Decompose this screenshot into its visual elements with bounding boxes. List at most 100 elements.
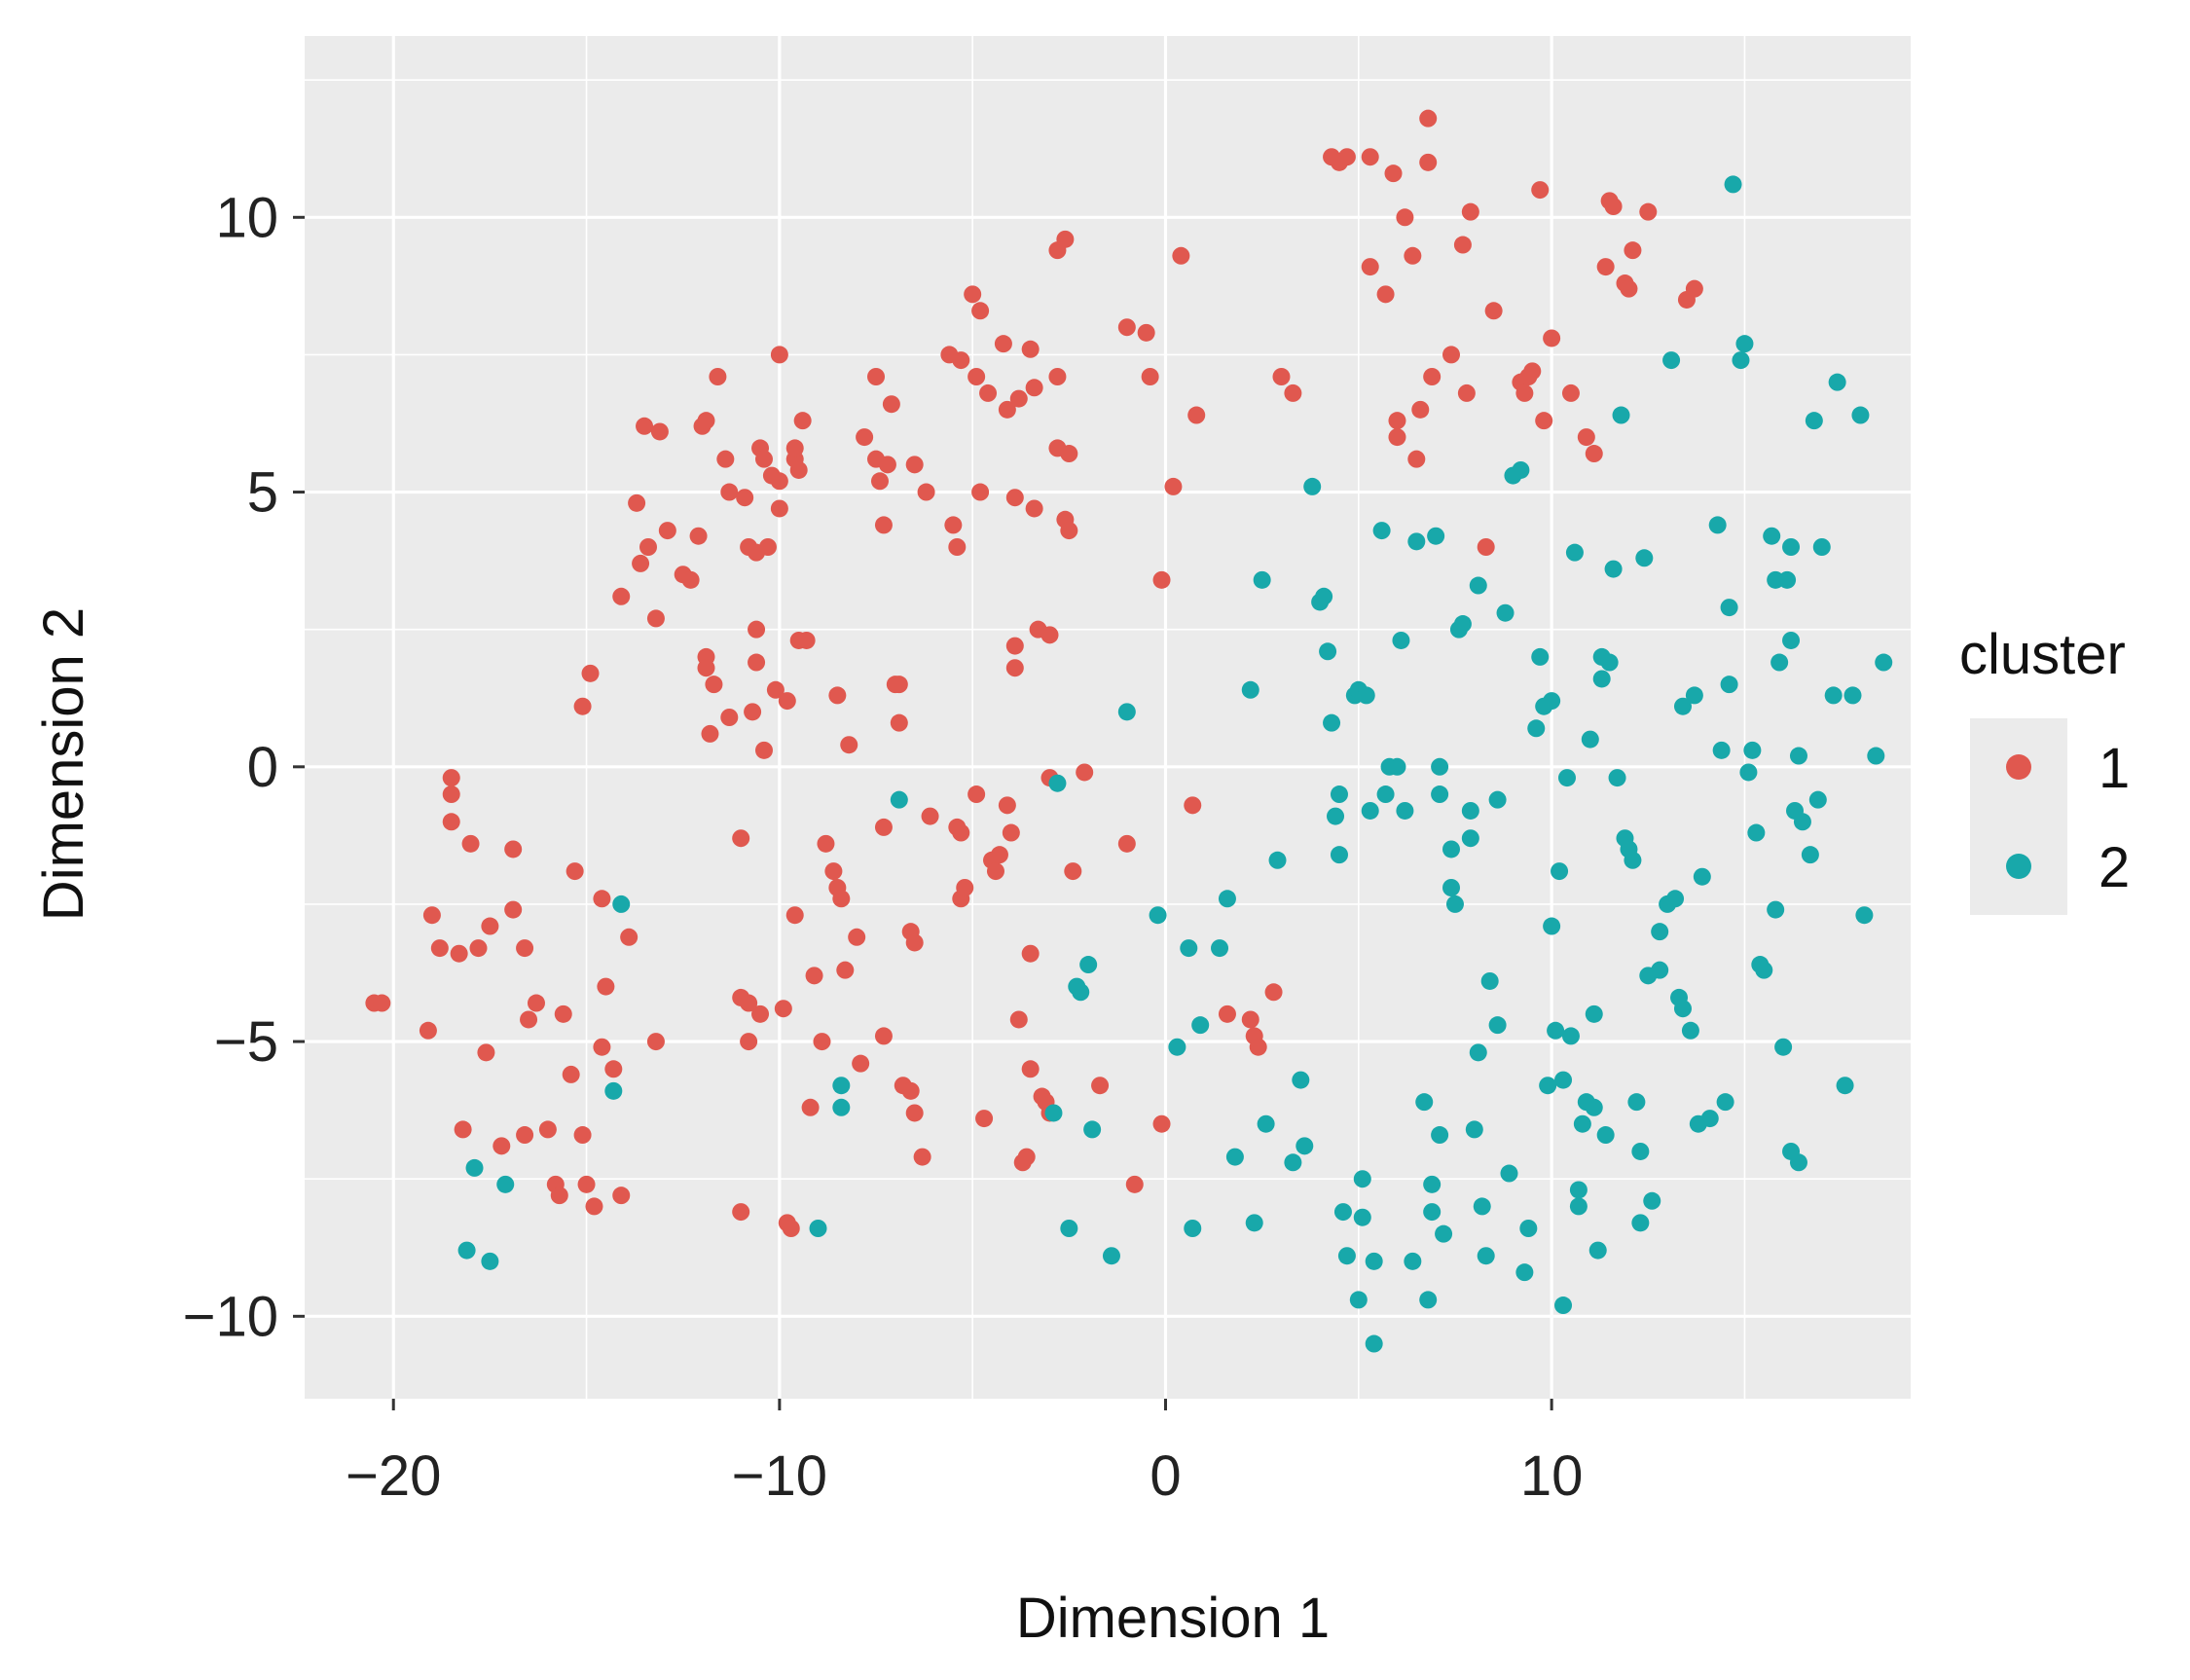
point-cluster-2 xyxy=(1747,823,1766,842)
point-cluster-2 xyxy=(1808,790,1827,809)
point-cluster-1 xyxy=(650,422,669,441)
point-cluster-1 xyxy=(882,395,900,414)
point-cluster-2 xyxy=(1554,1297,1573,1315)
point-cluster-2 xyxy=(1763,527,1781,545)
point-cluster-1 xyxy=(577,1175,596,1193)
point-cluster-1 xyxy=(1021,340,1040,358)
point-cluster-2 xyxy=(1712,741,1731,759)
point-cluster-1 xyxy=(1025,499,1043,518)
point-cluster-2 xyxy=(1770,653,1789,672)
data-points xyxy=(365,109,1893,1353)
point-cluster-1 xyxy=(754,450,773,468)
point-cluster-2 xyxy=(1592,670,1611,688)
point-cluster-1 xyxy=(1624,241,1642,260)
point-cluster-1 xyxy=(1396,208,1414,227)
point-cluster-2 xyxy=(1349,1291,1368,1309)
point-cluster-1 xyxy=(504,900,523,919)
point-cluster-1 xyxy=(1388,412,1406,430)
x-tick-label: −20 xyxy=(346,1444,441,1508)
point-cluster-2 xyxy=(1427,527,1445,545)
point-cluster-2 xyxy=(1372,522,1391,540)
point-cluster-1 xyxy=(778,692,796,711)
point-cluster-2 xyxy=(1419,1291,1438,1309)
point-cluster-1 xyxy=(1040,626,1059,644)
point-cluster-1 xyxy=(1523,362,1542,381)
point-cluster-2 xyxy=(1407,532,1426,551)
point-cluster-1 xyxy=(422,906,441,925)
point-cluster-1 xyxy=(1091,1077,1110,1095)
point-cluster-2 xyxy=(1596,1126,1615,1145)
point-cluster-2 xyxy=(1828,373,1846,391)
point-cluster-2 xyxy=(1292,1071,1310,1089)
point-cluster-2 xyxy=(1404,1252,1422,1270)
point-cluster-2 xyxy=(1651,923,1669,941)
point-cluster-1 xyxy=(419,1021,437,1040)
point-cluster-2 xyxy=(1180,939,1198,958)
point-cluster-2 xyxy=(1735,335,1754,353)
point-cluster-1 xyxy=(1535,412,1553,430)
point-cluster-2 xyxy=(1554,1071,1573,1089)
point-cluster-2 xyxy=(1875,653,1893,672)
point-cluster-2 xyxy=(1327,807,1345,825)
point-cluster-2 xyxy=(1415,1093,1434,1112)
point-cluster-2 xyxy=(1604,560,1623,578)
point-cluster-1 xyxy=(585,1197,603,1216)
point-cluster-1 xyxy=(1453,236,1472,254)
point-cluster-1 xyxy=(1141,368,1159,385)
point-cluster-1 xyxy=(874,516,893,534)
point-cluster-2 xyxy=(1315,587,1333,605)
point-cluster-1 xyxy=(1376,285,1395,304)
point-cluster-1 xyxy=(740,1033,758,1051)
point-cluster-1 xyxy=(681,570,700,589)
point-cluster-1 xyxy=(890,713,908,732)
point-cluster-2 xyxy=(1543,692,1561,711)
point-cluster-1 xyxy=(1009,389,1028,408)
point-cluster-1 xyxy=(740,994,758,1012)
legend-key-2 xyxy=(2006,854,2031,879)
point-cluster-1 xyxy=(658,522,676,540)
point-cluster-2 xyxy=(1585,1098,1603,1116)
point-cluster-1 xyxy=(1384,164,1403,183)
point-cluster-1 xyxy=(538,1120,557,1139)
point-cluster-2 xyxy=(1743,741,1762,759)
point-cluster-1 xyxy=(748,653,766,672)
point-cluster-1 xyxy=(720,709,739,726)
point-cluster-1 xyxy=(840,736,858,754)
point-cluster-1 xyxy=(442,769,460,787)
point-cluster-2 xyxy=(1376,785,1395,804)
point-cluster-1 xyxy=(612,587,631,605)
point-cluster-2 xyxy=(1048,774,1067,792)
point-cluster-2 xyxy=(1453,615,1472,634)
point-cluster-1 xyxy=(1264,983,1283,1002)
point-cluster-1 xyxy=(1531,181,1550,200)
point-cluster-1 xyxy=(986,862,1004,881)
point-cluster-2 xyxy=(1357,686,1375,705)
point-cluster-1 xyxy=(1152,1114,1171,1133)
point-cluster-2 xyxy=(1539,1077,1557,1095)
point-cluster-2 xyxy=(1666,890,1685,908)
point-cluster-2 xyxy=(604,1081,623,1100)
point-cluster-1 xyxy=(1241,1010,1259,1029)
point-cluster-1 xyxy=(1025,379,1043,397)
point-cluster-2 xyxy=(1365,1334,1383,1353)
point-cluster-2 xyxy=(1184,1220,1202,1237)
point-cluster-2 xyxy=(1296,1137,1314,1155)
point-cluster-1 xyxy=(1117,318,1136,337)
x-axis-title: Dimension 1 xyxy=(1016,1587,1330,1650)
point-cluster-2 xyxy=(1268,851,1287,869)
point-cluster-2 xyxy=(1149,906,1167,925)
point-cluster-1 xyxy=(785,906,804,925)
point-cluster-2 xyxy=(1496,603,1515,622)
point-cluster-2 xyxy=(1361,801,1379,820)
point-cluster-1 xyxy=(554,1004,572,1023)
point-cluster-2 xyxy=(1353,1170,1371,1188)
point-cluster-2 xyxy=(1812,538,1831,556)
point-cluster-2 xyxy=(1631,1142,1650,1160)
point-cluster-1 xyxy=(952,823,970,842)
point-cluster-1 xyxy=(461,834,480,853)
point-cluster-2 xyxy=(1527,719,1546,738)
point-cluster-1 xyxy=(1048,368,1067,385)
point-cluster-2 xyxy=(1388,757,1406,776)
legend-label-2: 2 xyxy=(2099,836,2130,899)
point-cluster-2 xyxy=(1700,1110,1719,1128)
